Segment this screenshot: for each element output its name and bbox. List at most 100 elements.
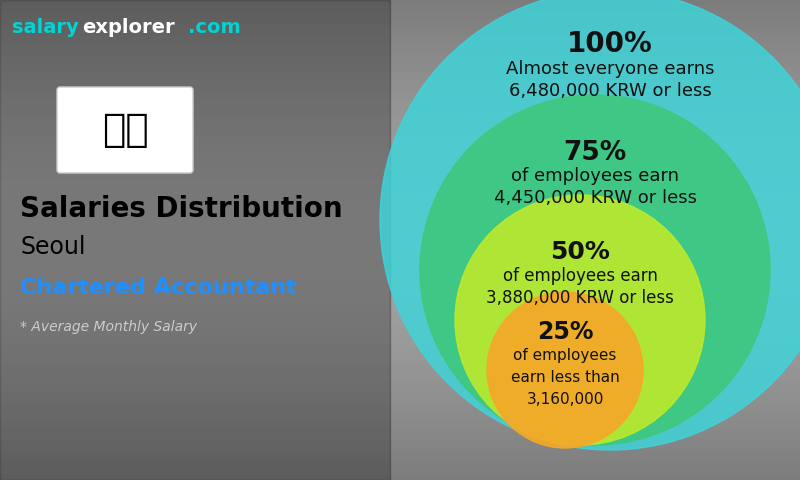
- Bar: [0, 319, 800, 320]
- Bar: [0, 27, 800, 28]
- Bar: [0, 180, 800, 181]
- Bar: [0, 284, 800, 285]
- Bar: [0, 358, 800, 359]
- Bar: [0, 210, 800, 211]
- Bar: [0, 8, 800, 9]
- Bar: [0, 228, 800, 229]
- Bar: [0, 92, 800, 93]
- Bar: [0, 393, 800, 394]
- Bar: [0, 429, 800, 430]
- Bar: [0, 140, 800, 141]
- Bar: [0, 397, 800, 398]
- Bar: [0, 285, 800, 286]
- Bar: [0, 360, 800, 361]
- Bar: [0, 205, 800, 206]
- Text: of employees earn: of employees earn: [502, 267, 658, 285]
- Bar: [0, 58, 800, 59]
- Bar: [0, 159, 800, 160]
- Bar: [0, 54, 800, 55]
- Bar: [0, 328, 800, 329]
- Bar: [0, 424, 800, 425]
- Bar: [0, 352, 800, 353]
- Bar: [0, 430, 800, 431]
- Bar: [0, 235, 800, 236]
- Bar: [0, 383, 800, 384]
- Text: Seoul: Seoul: [20, 235, 86, 259]
- Bar: [0, 16, 800, 17]
- Bar: [0, 333, 800, 334]
- Bar: [0, 95, 800, 96]
- Bar: [0, 262, 800, 263]
- Bar: [0, 268, 800, 269]
- Bar: [0, 439, 800, 440]
- Bar: [0, 476, 800, 477]
- Bar: [0, 96, 800, 97]
- Bar: [0, 66, 800, 67]
- Bar: [0, 411, 800, 412]
- Bar: [0, 136, 800, 137]
- Bar: [0, 227, 800, 228]
- Bar: [0, 26, 800, 27]
- Text: 🇰🇷: 🇰🇷: [102, 111, 148, 149]
- Bar: [0, 214, 800, 215]
- Bar: [0, 435, 800, 436]
- Bar: [0, 303, 800, 304]
- Bar: [0, 113, 800, 114]
- Bar: [0, 356, 800, 357]
- Bar: [0, 88, 800, 89]
- Bar: [0, 241, 800, 242]
- Bar: [0, 249, 800, 250]
- Bar: [0, 442, 800, 443]
- Bar: [0, 168, 800, 169]
- Bar: [0, 179, 800, 180]
- Bar: [0, 246, 800, 247]
- Bar: [0, 17, 800, 18]
- Bar: [0, 310, 800, 311]
- Bar: [0, 446, 800, 447]
- Bar: [0, 336, 800, 337]
- Text: 25%: 25%: [537, 320, 594, 344]
- Bar: [0, 82, 800, 83]
- Bar: [0, 461, 800, 462]
- Bar: [0, 470, 800, 471]
- Bar: [0, 325, 800, 326]
- Bar: [0, 404, 800, 405]
- Bar: [0, 63, 800, 64]
- Bar: [0, 361, 800, 362]
- Bar: [0, 184, 800, 185]
- Bar: [0, 53, 800, 54]
- Bar: [0, 245, 800, 246]
- Bar: [0, 229, 800, 230]
- Bar: [0, 379, 800, 380]
- Bar: [0, 237, 800, 238]
- Bar: [0, 94, 800, 95]
- Bar: [0, 469, 800, 470]
- Bar: [0, 391, 800, 392]
- Bar: [0, 206, 800, 207]
- Bar: [0, 236, 800, 237]
- Bar: [0, 457, 800, 458]
- Bar: [0, 308, 800, 309]
- Bar: [0, 32, 800, 33]
- Bar: [0, 34, 800, 35]
- Bar: [0, 307, 800, 308]
- Bar: [0, 299, 800, 300]
- Bar: [0, 478, 800, 479]
- Bar: [0, 138, 800, 139]
- Bar: [0, 309, 800, 310]
- Bar: [0, 402, 800, 403]
- Bar: [0, 111, 800, 112]
- Bar: [0, 281, 800, 282]
- Bar: [0, 42, 800, 43]
- Bar: [0, 215, 800, 216]
- Bar: [0, 304, 800, 305]
- Bar: [0, 387, 800, 388]
- Bar: [0, 170, 800, 171]
- Bar: [0, 436, 800, 437]
- Bar: [0, 474, 800, 475]
- Bar: [0, 6, 800, 7]
- Bar: [0, 61, 800, 62]
- Bar: [0, 51, 800, 52]
- Bar: [0, 46, 800, 47]
- Bar: [0, 301, 800, 302]
